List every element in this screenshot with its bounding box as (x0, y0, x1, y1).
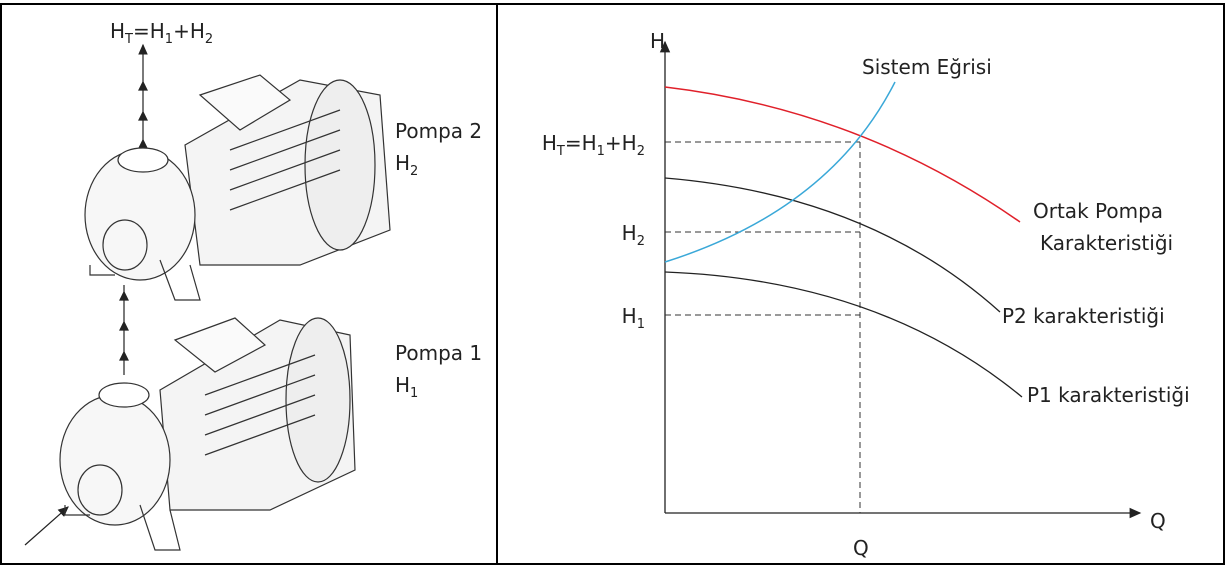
text-part: T (124, 32, 133, 47)
text-part: H (110, 19, 125, 43)
text-part: 1 (597, 144, 605, 159)
guide-lines (665, 142, 860, 513)
combined-curve-label: Ortak Pompa (1033, 199, 1163, 223)
text-part: 1 (410, 386, 418, 401)
p2-curve (665, 178, 1000, 312)
text-part: 1 (165, 32, 173, 47)
text-part: =H (565, 131, 597, 155)
system-curve-label: Sistem Eğrisi (862, 55, 992, 79)
x-axis-label: Q (1150, 509, 1166, 533)
q-label: Q (853, 536, 869, 560)
p1-curve-label: P1 karakteristiği (1027, 383, 1190, 407)
text-part: 2 (637, 144, 645, 159)
text-part: =H (133, 19, 165, 43)
text-part: 2 (205, 32, 213, 47)
text-part: +H (605, 131, 637, 155)
text-part: +H (173, 19, 205, 43)
p2-curve-label: P2 karakteristiği (1002, 304, 1165, 328)
text-part: H (622, 304, 637, 328)
figure: HT=H1+H2 Pompa 2 H2 Pompa 1 H1 H Q Q Sis… (0, 0, 1226, 565)
y-axis-label: H (650, 29, 665, 53)
text-part: H (542, 131, 557, 155)
level-label: H1 (622, 304, 645, 332)
p1-curve (665, 272, 1022, 397)
text-part: H (395, 151, 410, 175)
text-part: 2 (410, 164, 418, 179)
text-part: 1 (637, 317, 645, 332)
text-part: H (622, 221, 637, 245)
level-label: HT=H1+H2 (542, 131, 645, 159)
pump-1-head: H1 (395, 373, 418, 401)
total-head-label: HT=H1+H2 (110, 19, 213, 47)
text-part: T (556, 144, 565, 159)
text-part: H (395, 373, 410, 397)
pump-1-drawing (60, 318, 355, 550)
combined-curve-label: Karakteristiği (1040, 231, 1173, 255)
combined-curve (665, 87, 1020, 222)
pump-2-drawing (85, 75, 390, 300)
pump-1-name: Pompa 1 (395, 341, 482, 365)
level-label: H2 (622, 221, 645, 249)
pump-2-name: Pompa 2 (395, 119, 482, 143)
pump-2-head: H2 (395, 151, 418, 179)
text-part: 2 (637, 234, 645, 249)
